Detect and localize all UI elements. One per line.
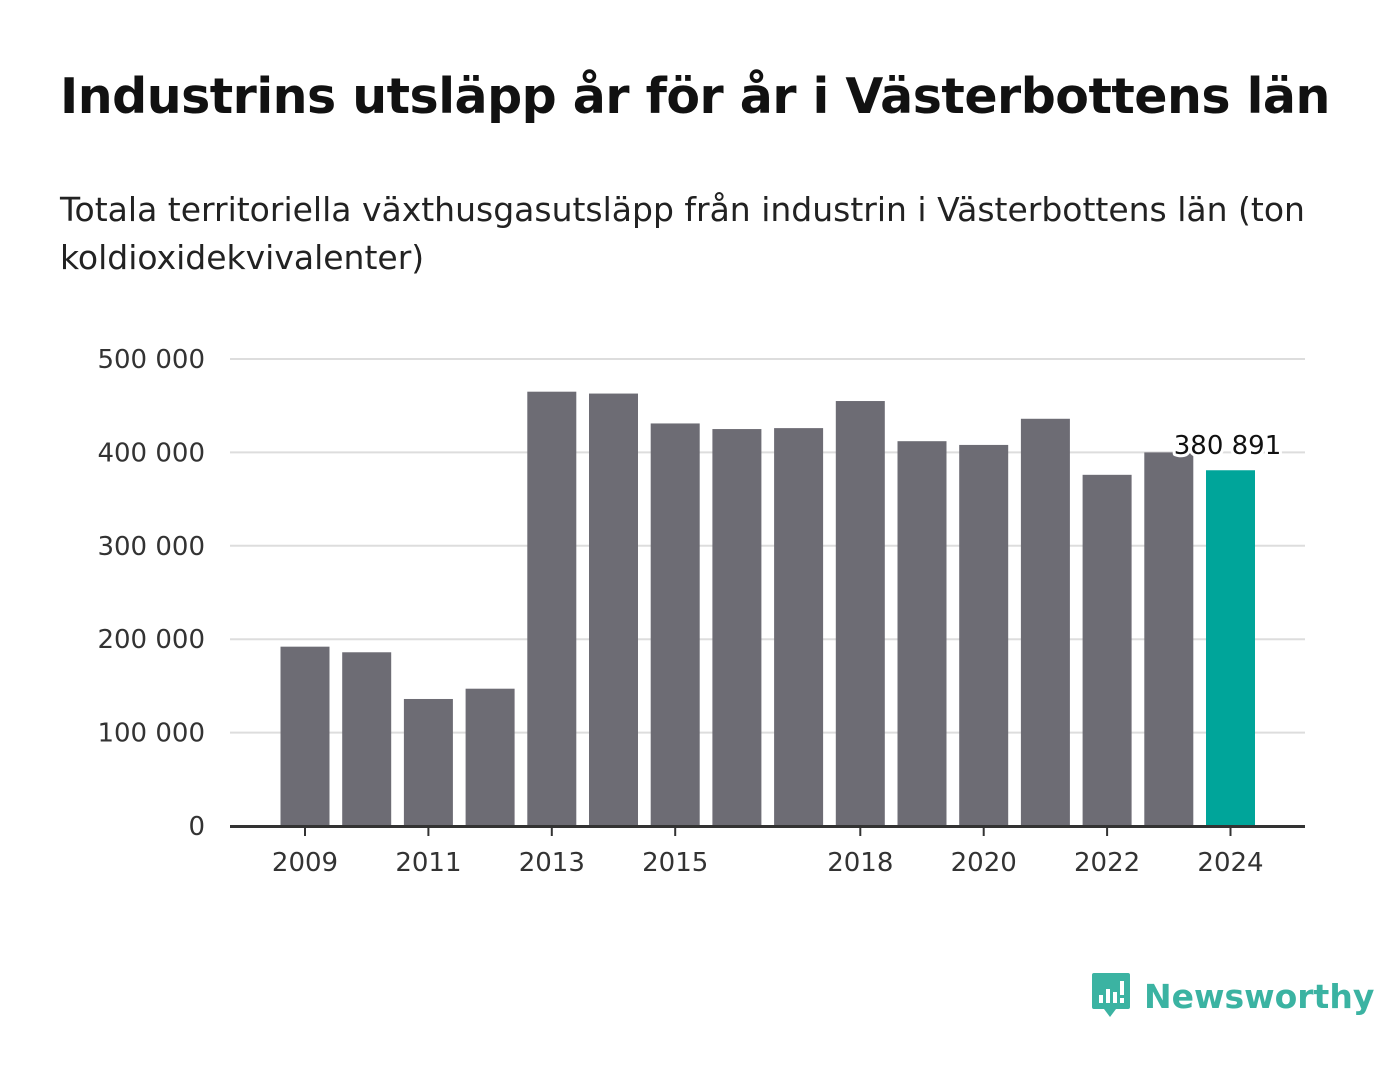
bar-2019 — [897, 441, 947, 826]
bar-2013 — [527, 391, 577, 826]
x-tick-label: 2013 — [519, 848, 585, 878]
bar-2022 — [1082, 474, 1132, 826]
bar-2015 — [650, 423, 700, 826]
bar-2017 — [774, 428, 824, 826]
grid-lines — [230, 358, 1305, 734]
y-tick-label: 200 000 — [97, 625, 205, 655]
x-tick-label: 2022 — [1074, 848, 1140, 878]
bar-2024 — [1206, 470, 1255, 826]
x-tick-label: 2009 — [272, 848, 338, 878]
bar-2018 — [835, 401, 885, 826]
y-tick-label: 100 000 — [97, 719, 205, 749]
y-tick-label: 300 000 — [97, 532, 205, 562]
y-axis-ticks: 0 100 000 200 000 300 000 400 000 500 000 — [97, 345, 205, 842]
bar-2016 — [712, 429, 762, 826]
x-tick-label: 2018 — [827, 848, 893, 878]
x-tick-label: 2024 — [1197, 848, 1263, 878]
x-tick-label: 2015 — [642, 848, 708, 878]
x-axis: 2009 2011 2013 2015 2018 2020 2022 2024 — [230, 825, 1305, 878]
chart-subtitle: Totala territoriella växthusgasutsläpp f… — [60, 190, 1305, 277]
newsworthy-logo-icon — [1092, 973, 1130, 1017]
data-label: 380 891 — [1174, 431, 1282, 461]
bar-2011 — [403, 698, 453, 826]
brand: Newsworthy — [1090, 968, 1374, 1024]
bar-2012 — [465, 688, 515, 826]
bar-2021 — [1020, 418, 1070, 826]
data-labels: 380 891 — [1171, 428, 1285, 464]
bar-2009 — [280, 646, 330, 826]
y-tick-label: 400 000 — [97, 438, 205, 468]
x-tick-label: 2020 — [951, 848, 1017, 878]
bars — [280, 391, 1255, 826]
y-tick-label: 500 000 — [97, 345, 205, 375]
brand-name: Newsworthy — [1144, 976, 1375, 1016]
bar-2020 — [959, 444, 1009, 826]
y-tick-label: 0 — [188, 812, 205, 842]
chart-title: Industrins utsläpp år för år i Västerbot… — [60, 68, 1330, 125]
bar-2014 — [589, 393, 638, 826]
x-tick-label: 2011 — [395, 848, 461, 878]
bar-2023 — [1144, 452, 1194, 826]
bar-2010 — [342, 652, 392, 826]
